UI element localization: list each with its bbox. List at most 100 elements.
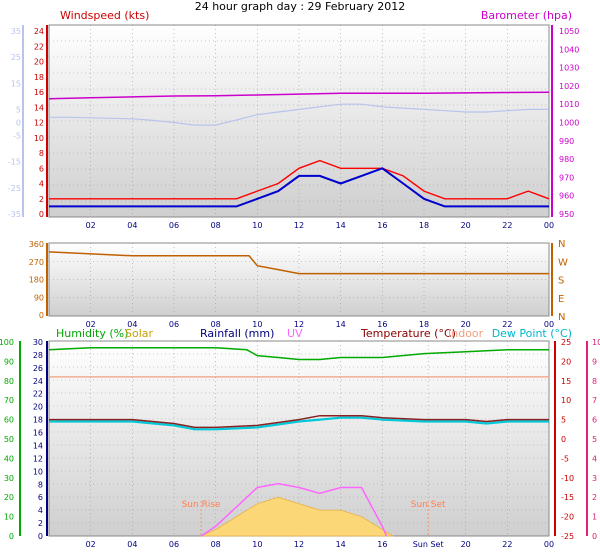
uv-tick-label: 5 (592, 435, 597, 444)
x-tick-label: 00 (544, 540, 554, 549)
uv-tick-label: 7 (592, 396, 597, 405)
temperature-tick-label: -10 (561, 474, 574, 483)
windspeed-tick-label: 10 (34, 134, 44, 143)
windspeed-tick-label: 4 (39, 180, 44, 189)
legend-humidity: Humidity (%) (56, 327, 128, 340)
uv-tick-label: 3 (592, 474, 597, 483)
barometer-axis-label: Barometer (hpa) (481, 9, 572, 22)
series-speed-line (49, 167, 549, 208)
x-tick-label: 10 (252, 221, 262, 230)
rainfall-tick-label: 0 (38, 532, 43, 541)
outer-axis-tick-label: -35 (8, 210, 21, 219)
x-tick-label: 10 (252, 320, 262, 329)
humidity-tick-label: 0 (9, 532, 14, 541)
temperature-tick-label: -5 (561, 454, 569, 463)
x-tick-label: 16 (377, 221, 387, 230)
uv-tick-label: 0 (592, 532, 597, 541)
uv-tick-label: 6 (592, 416, 597, 425)
series-uv-line (200, 482, 388, 537)
barometer-tick-label: 1000 (559, 119, 579, 128)
x-tick-label: 18 (419, 320, 429, 329)
temperature-tick-label: -25 (561, 532, 574, 541)
x-tick-label: 04 (127, 320, 137, 329)
legend-solar: Solar (125, 327, 154, 340)
outer-axis-tick-label: 0 (16, 119, 21, 128)
x-tick-label: 12 (294, 540, 304, 549)
x-tick-label: 02 (86, 540, 96, 549)
uv-tick-label: 1 (592, 513, 597, 522)
outer-axis-tick-label: 35 (11, 27, 21, 36)
temperature-tick-label: 25 (561, 338, 571, 347)
outer-axis-tick-label: -25 (8, 184, 21, 193)
x-tick-label: 22 (502, 221, 512, 230)
windspeed-axis-label: Windspeed (kts) (60, 9, 149, 22)
rainfall-tick-label: 10 (33, 467, 43, 476)
x-tick-label: 14 (336, 320, 346, 329)
windspeed-tick-label: 20 (34, 58, 44, 67)
windspeed-tick-label: 22 (34, 42, 44, 51)
direction-tick-label: 270 (29, 258, 44, 267)
barometer-tick-label: 1030 (559, 64, 579, 73)
rainfall-tick-label: 24 (33, 377, 43, 386)
temperature-tick-label: 10 (561, 396, 571, 405)
x-tick-label: 20 (461, 540, 471, 549)
compass-tick-label: S (558, 276, 564, 287)
x-tick-label: 18 (419, 221, 429, 230)
rainfall-tick-label: 20 (33, 403, 43, 412)
x-tick-label: 14 (336, 540, 346, 549)
legend-uv: UV (287, 327, 303, 340)
x-tick-label: 08 (211, 540, 221, 549)
x-tick-label: 00 (544, 221, 554, 230)
x-tick-label: 06 (169, 221, 179, 230)
direction-tick-label: 360 (29, 240, 44, 249)
x-tick-label: 12 (294, 221, 304, 230)
rainfall-tick-label: 16 (33, 429, 43, 438)
windspeed-tick-label: 24 (34, 27, 44, 36)
barometer-tick-label: 1020 (559, 82, 579, 91)
x-tick-label: Sun Set (413, 540, 444, 549)
x-tick-label: 02 (86, 221, 96, 230)
series-temperature-line (49, 414, 549, 429)
barometer-tick-label: 970 (559, 173, 574, 182)
barometer-tick-label: 960 (559, 192, 574, 201)
direction-tick-label: 90 (34, 293, 44, 302)
outer-axis-tick-label: -15 (8, 158, 21, 167)
barometer-tick-label: 1040 (559, 45, 579, 54)
barometer-tick-label: 950 (559, 210, 574, 219)
x-tick-label: 08 (211, 320, 221, 329)
windspeed-tick-label: 8 (39, 149, 44, 158)
series-dewpoint-line (49, 416, 549, 431)
humidity-tick-label: 60 (4, 416, 14, 425)
rainfall-tick-label: 28 (33, 351, 43, 360)
temperature-tick-label: -20 (561, 513, 574, 522)
humidity-tick-label: 70 (4, 396, 14, 405)
compass-tick-label: N (558, 312, 565, 323)
rainfall-tick-label: 22 (33, 390, 43, 399)
x-tick-label: 02 (86, 320, 96, 329)
uv-tick-label: 8 (592, 377, 597, 386)
outer-axis-tick-label: -5 (13, 132, 21, 141)
series-outer-line (49, 103, 549, 126)
direction-tick-label: 180 (29, 276, 44, 285)
x-tick-label: 12 (294, 320, 304, 329)
x-tick-label: 04 (127, 540, 137, 549)
x-tick-label: 20 (461, 320, 471, 329)
sun-marker-label: Sun Rise (182, 500, 221, 510)
humidity-tick-label: 30 (4, 474, 14, 483)
windspeed-tick-label: 18 (34, 73, 44, 82)
humidity-tick-label: 10 (4, 513, 14, 522)
humidity-tick-label: 40 (4, 454, 14, 463)
rainfall-tick-label: 14 (33, 441, 43, 450)
rainfall-tick-label: 12 (33, 454, 43, 463)
windspeed-tick-label: 16 (34, 88, 44, 97)
x-tick-label: 10 (252, 540, 262, 549)
temperature-tick-label: 15 (561, 377, 571, 386)
windspeed-tick-label: 12 (34, 119, 44, 128)
humidity-tick-label: 100 (0, 338, 14, 347)
x-tick-label: 22 (502, 540, 512, 549)
humidity-tick-label: 80 (4, 377, 14, 386)
uv-tick-label: 2 (592, 493, 597, 502)
windspeed-tick-label: 14 (34, 103, 44, 112)
windspeed-tick-label: 0 (39, 210, 44, 219)
